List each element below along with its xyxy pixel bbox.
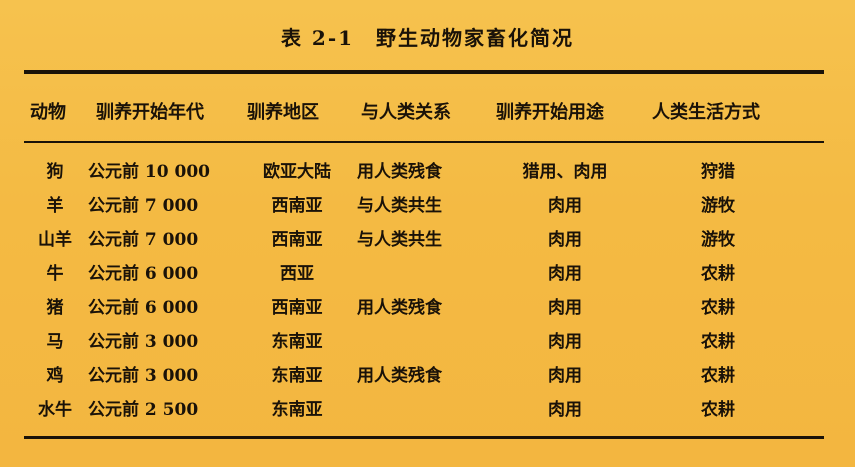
- cell-use: 肉用: [548, 196, 582, 216]
- cell-lifestyle: 游牧: [701, 196, 735, 216]
- cell-lifestyle: 农耕: [701, 332, 735, 352]
- cell-animal: 水牛: [38, 400, 72, 420]
- table-row: 鸡 公元前 3 000 东南亚 用人类残食 肉用 农耕: [0, 361, 855, 391]
- table-row: 狗 公元前 10 000 欧亚大陆 用人类残食 猎用、肉用 狩猎: [0, 157, 855, 187]
- cell-animal: 鸡: [46, 366, 64, 386]
- cell-region: 西亚: [280, 264, 314, 284]
- cell-lifestyle: 游牧: [701, 230, 735, 250]
- cell-use: 肉用: [548, 332, 582, 352]
- header-lifestyle: 人类生活方式: [652, 102, 760, 123]
- cell-region: 西南亚: [271, 196, 323, 216]
- cell-relation: 用人类残食: [357, 298, 442, 318]
- cell-use: 肉用: [548, 298, 582, 318]
- cell-animal: 山羊: [38, 230, 72, 250]
- cell-region: 东南亚: [271, 400, 323, 420]
- table-row: 猪 公元前 6 000 西南亚 用人类残食 肉用 农耕: [0, 293, 855, 323]
- cell-animal: 猪: [46, 298, 64, 318]
- cell-lifestyle: 农耕: [701, 400, 735, 420]
- cell-relation: 用人类残食: [357, 162, 442, 182]
- cell-region: 东南亚: [271, 332, 323, 352]
- cell-era: 公元前 6 000: [88, 298, 199, 318]
- cell-lifestyle: 农耕: [701, 298, 735, 318]
- cell-era: 公元前 3 000: [88, 366, 199, 386]
- cell-era: 公元前 2 500: [88, 400, 199, 420]
- header-era: 驯养开始年代: [96, 102, 204, 123]
- cell-lifestyle: 农耕: [701, 366, 735, 386]
- cell-animal: 羊: [46, 196, 64, 216]
- cell-relation: 与人类共生: [357, 196, 442, 216]
- header-region: 驯养地区: [247, 102, 319, 123]
- cell-relation: 用人类残食: [357, 366, 442, 386]
- header-rule: [24, 141, 824, 143]
- bottom-rule: [24, 436, 824, 439]
- cell-lifestyle: 狩猎: [701, 162, 735, 182]
- table-row: 牛 公元前 6 000 西亚 肉用 农耕: [0, 259, 855, 289]
- cell-use: 肉用: [548, 264, 582, 284]
- header-use: 驯养开始用途: [496, 102, 604, 123]
- cell-animal: 马: [46, 332, 64, 352]
- cell-animal: 狗: [46, 162, 64, 182]
- cell-era: 公元前 7 000: [88, 196, 199, 216]
- cell-era: 公元前 3 000: [88, 332, 199, 352]
- cell-relation: 与人类共生: [357, 230, 442, 250]
- cell-use: 猎用、肉用: [522, 162, 608, 182]
- table-row: 羊 公元前 7 000 西南亚 与人类共生 肉用 游牧: [0, 191, 855, 221]
- header-relation: 与人类关系: [361, 102, 451, 123]
- cell-era: 公元前 7 000: [88, 230, 199, 250]
- table-row: 水牛 公元前 2 500 东南亚 肉用 农耕: [0, 395, 855, 425]
- table-row: 马 公元前 3 000 东南亚 肉用 农耕: [0, 327, 855, 357]
- cell-use: 肉用: [548, 366, 582, 386]
- cell-era: 公元前 10 000: [88, 162, 210, 182]
- cell-use: 肉用: [548, 400, 582, 420]
- table-row: 山羊 公元前 7 000 西南亚 与人类共生 肉用 游牧: [0, 225, 855, 255]
- cell-use: 肉用: [548, 230, 582, 250]
- top-rule: [24, 70, 824, 74]
- cell-region: 东南亚: [271, 366, 323, 386]
- cell-region: 西南亚: [271, 298, 323, 318]
- header-animal: 动物: [30, 102, 66, 123]
- table-title: 表 2-1 野生动物家畜化简况: [280, 26, 575, 50]
- cell-region: 西南亚: [271, 230, 323, 250]
- cell-era: 公元前 6 000: [88, 264, 199, 284]
- cell-animal: 牛: [46, 264, 64, 284]
- cell-region: 欧亚大陆: [263, 162, 331, 182]
- cell-lifestyle: 农耕: [701, 264, 735, 284]
